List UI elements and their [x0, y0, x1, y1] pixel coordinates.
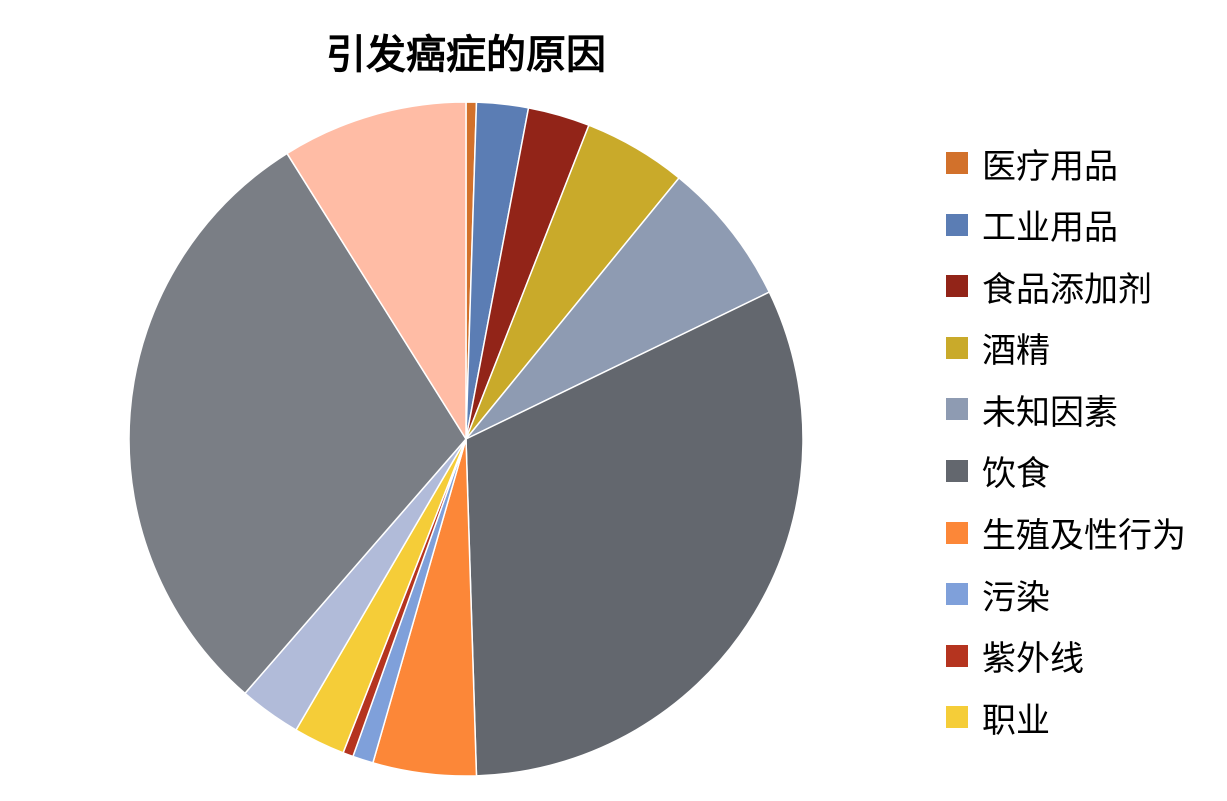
legend-swatch	[946, 459, 968, 482]
legend-swatch	[946, 644, 968, 667]
legend-item: 医疗用品	[946, 140, 1186, 187]
legend-label: 未知因素	[982, 392, 1118, 433]
pie-chart	[128, 101, 804, 777]
legend-swatch	[946, 583, 968, 606]
legend-label: 食品添加剂	[982, 269, 1152, 310]
legend-item: 工业用品	[946, 202, 1186, 248]
legend-swatch	[946, 398, 968, 421]
legend-label: 污染	[982, 577, 1050, 618]
legend-label: 工业用品	[982, 208, 1118, 249]
legend-item: 污染	[946, 571, 1186, 618]
legend-swatch	[946, 706, 968, 729]
legend-swatch	[946, 336, 968, 359]
legend-label: 生殖及性行为	[982, 516, 1186, 557]
pie-slice-6	[465, 291, 804, 777]
legend-label: 紫外线	[982, 639, 1084, 680]
legend-label: 饮食	[982, 454, 1050, 495]
chart-title: 引发癌症的原因	[326, 31, 606, 78]
legend-item: 紫外线	[946, 633, 1186, 679]
legend-item: 饮食	[946, 448, 1186, 494]
legend-swatch	[946, 152, 968, 174]
legend-item: 食品添加剂	[946, 263, 1186, 310]
legend-item: 职业	[946, 694, 1186, 741]
legend-swatch	[946, 213, 968, 236]
pie-slice-5	[465, 176, 771, 440]
legend-item: 生殖及性行为	[946, 510, 1186, 556]
legend-label: 酒精	[982, 331, 1050, 372]
legend-label: 职业	[982, 700, 1050, 741]
legend: 医疗用品工业用品食品添加剂酒精未知因素饮食生殖及性行为 污染紫外线职业	[946, 140, 1186, 756]
legend-item: 未知因素	[946, 386, 1186, 433]
legend-item: 酒精	[946, 325, 1186, 371]
legend-swatch	[946, 275, 968, 298]
legend-label: 医疗用品	[982, 146, 1118, 187]
pie-slice-12	[128, 152, 467, 695]
pie-slice-13	[285, 101, 467, 442]
legend-swatch	[946, 521, 968, 544]
